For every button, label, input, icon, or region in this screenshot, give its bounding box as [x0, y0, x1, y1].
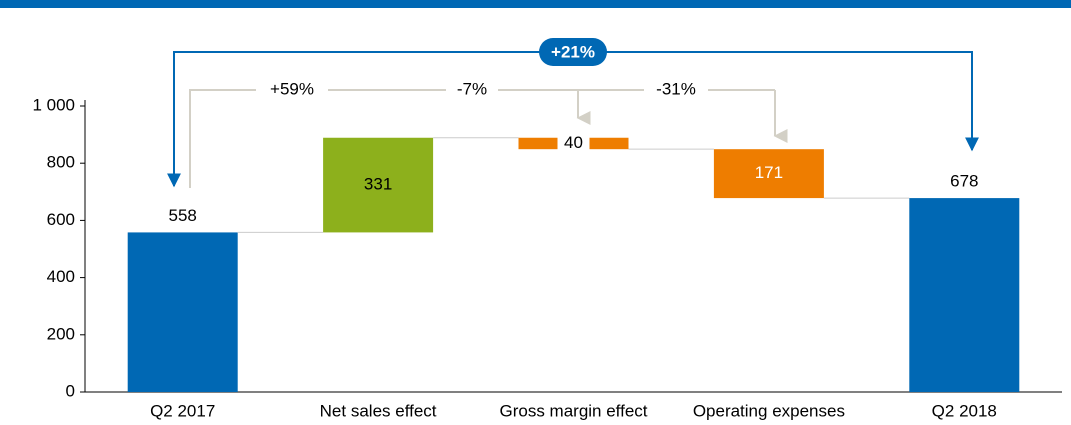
- bar: [713, 149, 824, 199]
- annotation-pill: [539, 38, 607, 66]
- x-tick-label: Gross margin effect: [499, 401, 647, 420]
- bar: [127, 232, 238, 392]
- x-tick-label: Operating expenses: [693, 401, 845, 420]
- y-tick-label: 600: [47, 210, 75, 229]
- annotation: +59%: [270, 79, 314, 98]
- bracket-blue: [167, 51, 979, 188]
- x-tick-label: Q2 2018: [932, 401, 997, 420]
- value-label: 40: [564, 133, 583, 152]
- y-tick-label: 1 000: [32, 95, 75, 114]
- value-label: 171: [755, 163, 783, 182]
- annotation: -7%: [457, 79, 487, 98]
- value-label: 558: [169, 206, 197, 225]
- y-tick-label: 400: [47, 267, 75, 286]
- value-label-bg: [557, 133, 590, 154]
- y-tick-label: 0: [66, 381, 75, 400]
- bar: [909, 198, 1020, 392]
- y-tick-label: 800: [47, 153, 75, 172]
- bracket-gray: [189, 89, 788, 188]
- label-bg: [446, 80, 498, 100]
- header-band: [0, 0, 1071, 8]
- annotation: -31%: [656, 79, 696, 98]
- bar: [323, 137, 434, 233]
- x-tick-label: Q2 2017: [150, 401, 215, 420]
- annotation: +21%: [551, 42, 595, 61]
- x-tick-label: Net sales effect: [320, 401, 437, 420]
- y-tick-label: 200: [47, 324, 75, 343]
- value-label: 678: [950, 172, 978, 191]
- value-label: 331: [364, 175, 392, 194]
- label-bg: [644, 80, 708, 100]
- label-bg: [256, 80, 328, 100]
